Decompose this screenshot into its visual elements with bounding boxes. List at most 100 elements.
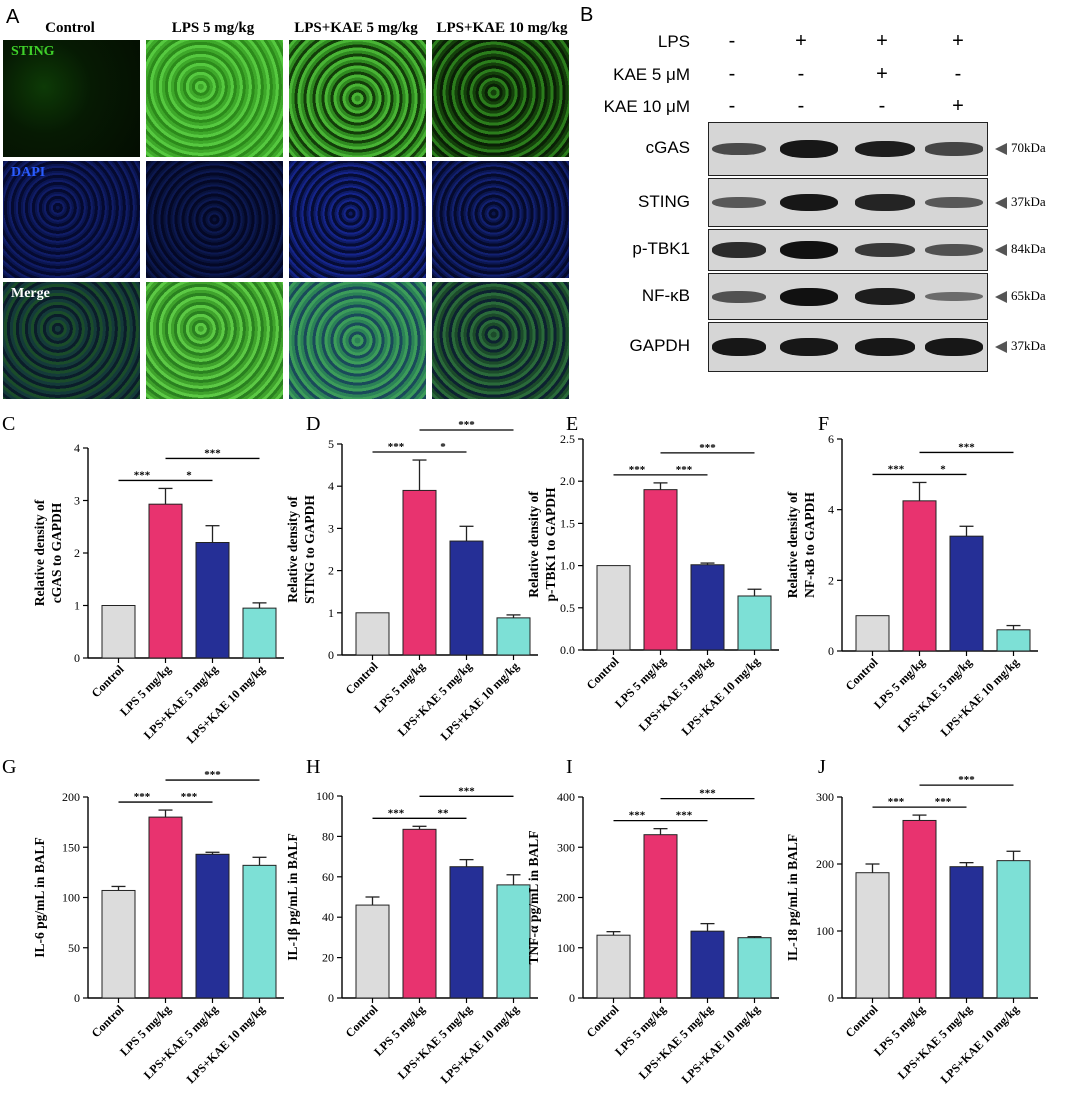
bar	[596, 934, 631, 999]
blot-band	[855, 242, 915, 258]
bar	[195, 542, 230, 659]
bar	[902, 819, 937, 999]
condition-label-lps: LPS	[657, 32, 690, 51]
bar	[242, 607, 277, 659]
significance-label: ***	[134, 469, 151, 481]
y-axis-label: Relative density of	[785, 491, 800, 598]
y-tick-label: 0	[828, 991, 834, 1005]
y-axis-label: STING to GAPDH	[302, 495, 317, 604]
blot-band	[780, 287, 838, 306]
panel-letter-c: C	[2, 413, 15, 435]
significance-label: ***	[181, 791, 198, 803]
image-merge-lps	[146, 282, 286, 402]
blot-band	[855, 338, 915, 356]
y-tick-label: 60	[322, 870, 334, 884]
condition-label-kae10: KAE 10 μM	[603, 97, 690, 116]
image-dapi-control: DAPI	[3, 161, 143, 281]
blot-band	[855, 288, 915, 305]
bar	[402, 489, 437, 656]
column-header-lps: LPS 5 mg/kg	[171, 20, 255, 36]
y-tick-label: 200	[62, 790, 80, 804]
blot-band	[712, 242, 766, 258]
significance-label: ***	[935, 796, 952, 808]
blot-label-nfb: NF-κB	[641, 285, 690, 305]
arrow-marker-icon	[995, 143, 1007, 156]
y-tick-label: 0	[328, 648, 334, 662]
blot-band	[925, 244, 983, 256]
y-tick-label: 100	[62, 891, 80, 905]
y-tick-label: 0	[828, 644, 834, 658]
significance-label: ***	[958, 774, 975, 786]
blot-band	[855, 140, 915, 158]
y-tick-label: 0	[328, 991, 334, 1005]
bar	[690, 564, 725, 651]
bar	[902, 500, 937, 652]
blot-band	[712, 338, 766, 356]
y-tick-label: 1.5	[560, 516, 575, 530]
significance-label: **	[438, 807, 450, 819]
kda-label: 84kDa	[995, 241, 1046, 257]
y-tick-label: 2.0	[560, 474, 575, 488]
significance-label: *	[186, 469, 192, 481]
image-merge-lps-kae5	[289, 282, 429, 402]
arrow-marker-icon	[995, 196, 1007, 209]
sign-lps-lane2: +	[795, 30, 807, 52]
sign-kae10-lane1: -	[728, 95, 736, 117]
row-label-dapi: DAPI	[11, 165, 46, 180]
kda-text: 70kDa	[1011, 140, 1046, 155]
column-header-lps-kae5: LPS+KAE 5 mg/kg	[294, 20, 418, 36]
image-merge-control: Merge	[3, 282, 143, 402]
y-tick-label: 1	[74, 599, 80, 613]
x-tick-label: Control	[584, 654, 622, 692]
bar	[148, 503, 183, 659]
x-tick-label: Control	[843, 1002, 881, 1040]
sign-kae5-lane4: -	[954, 63, 962, 85]
image-dapi-lps-kae10	[432, 161, 572, 281]
significance-label: ***	[204, 447, 221, 459]
blot-label-gapdh: GAPDH	[629, 336, 690, 355]
x-tick-label: Control	[89, 662, 127, 700]
blot-label-cgas: cGAS	[645, 138, 690, 157]
y-tick-label: 4	[74, 441, 80, 455]
bar	[949, 535, 984, 652]
y-tick-label: 300	[816, 790, 834, 804]
y-tick-label: 300	[557, 840, 575, 854]
blot-band	[780, 338, 838, 356]
y-tick-label: 0	[74, 991, 80, 1005]
blot-band	[712, 290, 766, 303]
kda-label: 65kDa	[995, 288, 1046, 304]
blot-band	[780, 140, 838, 158]
bar	[737, 595, 772, 651]
x-tick-label: LPS+KAE 10 mg/kg	[184, 1002, 268, 1086]
y-axis-label: Relative density of	[32, 499, 47, 606]
significance-label: ***	[676, 810, 693, 822]
significance-label: ***	[699, 442, 716, 454]
x-tick-label: LPS+KAE 10 mg/kg	[184, 662, 268, 746]
bar	[355, 612, 390, 656]
bar	[101, 605, 136, 659]
bar	[449, 540, 484, 656]
blot-label-sting: STING	[638, 191, 690, 211]
blot-band	[712, 142, 766, 156]
significance-label: ***	[388, 441, 405, 453]
bar	[101, 889, 136, 999]
bar	[996, 629, 1031, 652]
x-tick-label: Control	[343, 659, 381, 697]
panel-letter-d: D	[306, 413, 320, 435]
x-tick-label: LPS+KAE 10 mg/kg	[938, 655, 1022, 739]
x-tick-label: LPS+KAE 10 mg/kg	[438, 659, 522, 743]
image-merge-lps-kae10	[432, 282, 572, 402]
blot-band	[780, 241, 838, 259]
panel-letter-h: H	[306, 756, 320, 778]
y-tick-label: 3	[328, 521, 334, 535]
kda-text: 65kDa	[1011, 287, 1046, 303]
blot-band	[925, 142, 983, 156]
x-tick-label: Control	[343, 1002, 381, 1040]
arrow-marker-icon	[995, 244, 1007, 257]
y-tick-label: 100	[816, 924, 834, 938]
x-tick-label: Control	[843, 655, 881, 693]
significance-label: ***	[888, 463, 905, 475]
y-tick-label: 100	[316, 789, 334, 803]
kda-text: 37kDa	[1011, 338, 1046, 353]
y-tick-label: 80	[322, 829, 334, 843]
